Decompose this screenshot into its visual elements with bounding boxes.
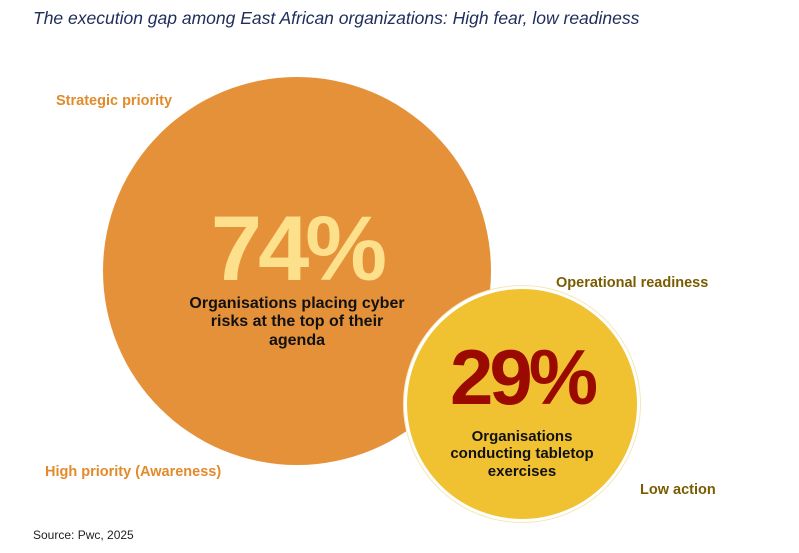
awareness-description: Organisations placing cyber risks at the… <box>189 295 405 349</box>
chart-title: The execution gap among East African org… <box>33 8 640 28</box>
awareness-percentage: 74% <box>210 198 387 300</box>
operational-readiness-label: Operational readiness <box>556 275 709 291</box>
source-note: Source: Pwc, 2025 <box>33 528 134 542</box>
readiness-bubble <box>404 286 640 522</box>
readiness-percentage: 29% <box>449 333 598 421</box>
low-action-label: Low action <box>640 482 716 498</box>
readiness-description: Organisations conducting tabletop exerci… <box>450 428 594 480</box>
high-priority-label: High priority (Awareness) <box>45 464 222 480</box>
strategic-priority-label: Strategic priority <box>56 93 173 109</box>
